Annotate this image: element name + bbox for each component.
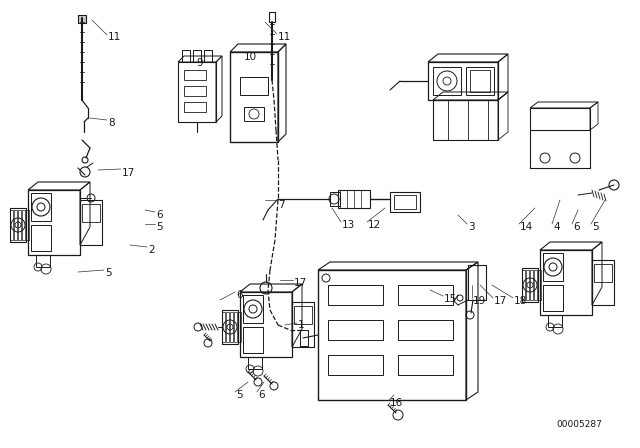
Bar <box>193 50 201 62</box>
Text: 12: 12 <box>368 220 381 230</box>
Text: 5: 5 <box>592 222 598 232</box>
Bar <box>222 310 238 344</box>
Bar <box>10 210 13 240</box>
Bar <box>468 265 486 300</box>
Bar <box>330 192 340 206</box>
Bar <box>592 260 614 305</box>
Bar <box>82 204 100 222</box>
Bar <box>240 292 292 357</box>
Bar <box>204 50 212 62</box>
Bar <box>398 285 453 305</box>
Text: 1: 1 <box>298 320 305 330</box>
Text: 18: 18 <box>514 296 527 306</box>
Bar <box>394 195 416 209</box>
Text: 15: 15 <box>444 294 457 304</box>
Bar <box>398 320 453 340</box>
Text: 5: 5 <box>105 268 111 278</box>
Bar <box>78 15 86 23</box>
Text: 7: 7 <box>278 200 285 210</box>
Bar <box>234 312 237 342</box>
Bar <box>328 285 383 305</box>
Bar <box>294 306 312 324</box>
Text: 6: 6 <box>156 210 163 220</box>
Text: 14: 14 <box>520 222 533 232</box>
Bar <box>244 107 264 121</box>
Text: 6: 6 <box>258 390 264 400</box>
Text: 3: 3 <box>468 222 475 232</box>
Bar <box>292 302 314 347</box>
Bar <box>240 77 268 95</box>
Bar <box>243 295 263 323</box>
Bar <box>238 312 241 342</box>
Text: 16: 16 <box>390 398 403 408</box>
Bar <box>182 50 190 62</box>
Text: 17: 17 <box>494 296 508 306</box>
Text: 5: 5 <box>156 222 163 232</box>
Text: 4: 4 <box>553 222 559 232</box>
Bar <box>318 270 466 400</box>
Bar <box>230 312 233 342</box>
Bar <box>522 268 538 302</box>
Bar <box>269 12 275 22</box>
Text: 00005287: 00005287 <box>556 420 602 429</box>
Bar <box>22 210 25 240</box>
Bar <box>540 250 592 315</box>
Bar <box>248 357 262 369</box>
Text: 17: 17 <box>122 168 135 178</box>
Bar <box>26 210 29 240</box>
Bar <box>18 210 21 240</box>
Bar <box>80 200 102 245</box>
Bar <box>594 264 612 282</box>
Text: 11: 11 <box>278 32 291 42</box>
Bar <box>31 225 51 251</box>
Text: 19: 19 <box>473 296 486 306</box>
Bar <box>14 210 17 240</box>
Bar <box>530 108 590 130</box>
Bar <box>10 208 26 242</box>
Text: 6: 6 <box>236 290 243 300</box>
Bar <box>390 192 420 212</box>
Bar <box>243 327 263 353</box>
Bar <box>534 270 537 300</box>
Text: 8: 8 <box>108 118 115 128</box>
Text: 6: 6 <box>573 222 580 232</box>
Bar <box>338 190 370 208</box>
Bar <box>543 253 563 281</box>
Bar <box>184 86 206 96</box>
Text: 10: 10 <box>244 52 257 62</box>
Bar <box>470 70 490 92</box>
Bar <box>522 270 525 300</box>
Bar <box>28 190 80 255</box>
Bar <box>428 62 498 100</box>
Bar <box>526 270 529 300</box>
Bar <box>433 100 498 140</box>
Bar <box>184 70 206 80</box>
Text: 5: 5 <box>236 390 243 400</box>
Bar <box>178 62 216 122</box>
Bar <box>36 255 50 267</box>
Bar <box>466 67 494 95</box>
Text: 11: 11 <box>108 32 121 42</box>
Text: 2: 2 <box>148 245 155 255</box>
Bar <box>328 355 383 375</box>
Bar <box>543 285 563 311</box>
Bar <box>300 330 308 346</box>
Bar <box>230 52 278 142</box>
Bar <box>530 270 533 300</box>
Bar <box>222 312 225 342</box>
Bar <box>328 320 383 340</box>
Text: 17: 17 <box>294 278 307 288</box>
Text: 9: 9 <box>196 58 203 68</box>
Text: 13: 13 <box>342 220 355 230</box>
Bar <box>31 193 51 221</box>
Bar <box>433 67 461 95</box>
Bar <box>226 312 229 342</box>
Bar <box>398 355 453 375</box>
Bar <box>538 270 541 300</box>
Bar <box>184 102 206 112</box>
Bar <box>548 315 562 327</box>
